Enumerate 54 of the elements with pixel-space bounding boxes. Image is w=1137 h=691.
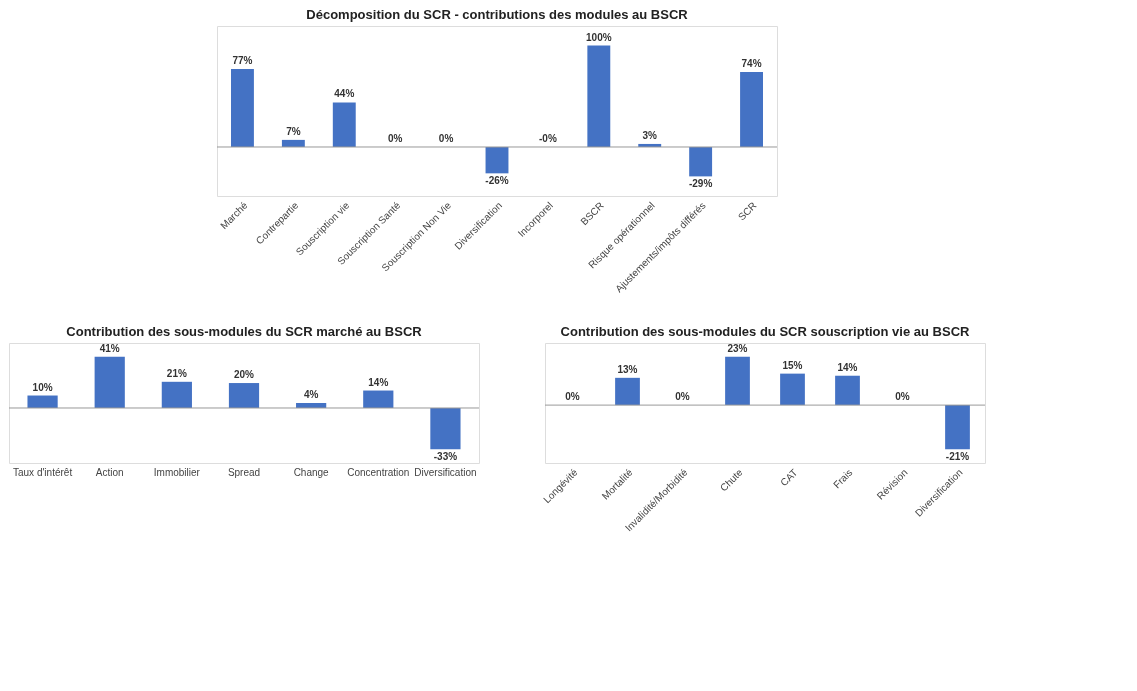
chart-title: Contribution des sous-modules du SCR souscription vie au BSCR [560, 324, 971, 339]
data-label: -33% [433, 451, 458, 463]
bar [332, 102, 356, 147]
data-label: 14% [837, 361, 858, 373]
bar [228, 383, 260, 408]
data-label: 23% [727, 342, 748, 354]
data-label: 7% [286, 125, 301, 137]
bar [94, 356, 125, 408]
bar [587, 45, 611, 147]
bar [780, 373, 805, 406]
x-tick-label: Concentration [347, 466, 410, 478]
bar [615, 377, 640, 406]
data-label: 10% [32, 381, 53, 393]
bar [740, 71, 763, 147]
data-label: 0% [895, 391, 910, 403]
bar [725, 356, 750, 406]
data-label: 44% [334, 88, 355, 100]
x-tick-label: Taux d'intérêt [12, 466, 73, 478]
data-label: 77% [232, 54, 253, 66]
bar [835, 375, 860, 406]
data-label: -26% [485, 175, 509, 187]
data-label: 74% [741, 57, 762, 69]
bar [485, 146, 509, 174]
data-label: -21% [945, 451, 970, 463]
data-label: 21% [166, 367, 187, 379]
x-tick-label: CAT [778, 466, 800, 489]
data-label: 14% [368, 376, 389, 388]
x-tick-label: Change [293, 466, 330, 478]
bar [430, 407, 461, 450]
x-tick-label: Diversification [414, 466, 477, 478]
chart-title: Contribution des sous-modules du SCR marché au BSCR [66, 324, 423, 339]
x-tick-label: Action [95, 466, 124, 478]
x-tick-label: Immobilier [153, 466, 201, 478]
data-label: 0% [438, 132, 454, 144]
data-label: 0% [675, 391, 690, 403]
bar [363, 390, 394, 408]
chart-title: Décomposition du SCR - contributions des modules au BSCR [306, 7, 689, 22]
bar [27, 395, 58, 408]
data-label: 13% [617, 363, 638, 375]
data-label: 3% [642, 129, 658, 141]
data-label: -29% [688, 178, 713, 190]
bar [231, 68, 254, 147]
bar [689, 146, 713, 177]
data-label: 100% [586, 31, 612, 43]
bar [161, 381, 192, 408]
data-label: -0% [539, 132, 557, 144]
x-tick-label: Spread [227, 466, 261, 478]
data-label: 0% [565, 391, 580, 403]
data-label: 4% [303, 389, 319, 400]
data-label: 0% [387, 132, 403, 144]
data-label: 20% [233, 369, 255, 381]
data-label: 15% [782, 359, 803, 371]
bar [945, 405, 970, 450]
data-label: 41% [99, 342, 120, 354]
